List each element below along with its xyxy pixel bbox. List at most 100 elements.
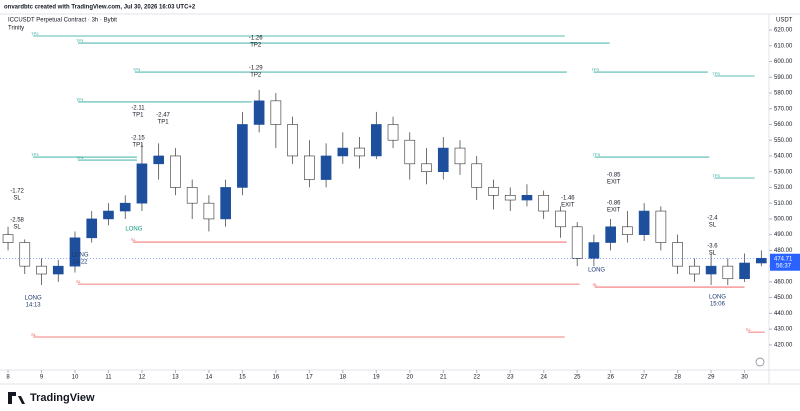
annotation: TP1	[132, 143, 144, 149]
y-tick-label: 440.00	[774, 311, 793, 317]
y-tick-label: 540.00	[774, 154, 793, 160]
chart-subtitle: Trinity	[8, 26, 24, 32]
x-tick-label: 17	[306, 375, 313, 381]
annotation: -3.6	[707, 244, 718, 250]
candle-body	[437, 147, 449, 172]
annotation: -1.46	[561, 196, 575, 202]
annotation: LONG	[25, 296, 42, 302]
y-tick-label: 560.00	[774, 122, 793, 128]
candle-body	[538, 195, 550, 212]
annotation: LONG	[72, 253, 89, 259]
brand: TradingView	[30, 392, 95, 404]
candle-body	[722, 265, 734, 280]
annotation: LONG	[588, 268, 605, 274]
annotation: -2.4	[707, 216, 718, 222]
annotation: TP1	[158, 120, 170, 126]
x-tick-label: 10	[72, 375, 79, 381]
candle-body	[153, 155, 165, 165]
y-tick-label: 570.00	[774, 106, 793, 112]
candle-body	[304, 155, 315, 180]
candle-body	[622, 226, 633, 235]
y-tick-label: 610.00	[774, 43, 793, 49]
y-tick-label: 490.00	[774, 232, 793, 238]
y-tick-label: 530.00	[774, 169, 793, 175]
credit: onvardbtc created with TradingView.com, …	[4, 5, 196, 11]
annotation: SL	[13, 225, 21, 231]
candle-body	[170, 155, 181, 188]
x-tick-label: 9	[40, 375, 44, 381]
y-tick-label: 580.00	[774, 91, 793, 97]
candle-body	[136, 163, 148, 204]
x-tick-label: 11	[105, 375, 112, 381]
y-tick-label: 430.00	[774, 327, 793, 333]
candle-body	[337, 147, 349, 157]
candle-body	[739, 262, 750, 280]
candle-body	[555, 210, 566, 228]
level-label: TP3	[133, 67, 141, 72]
annotation: -0.85	[607, 173, 621, 179]
candle-body	[471, 163, 483, 188]
x-tick-label: 26	[607, 375, 614, 381]
annotation: LONG	[125, 227, 142, 233]
y-tick-label: 480.00	[774, 248, 793, 254]
x-tick-label: 18	[339, 375, 346, 381]
candle-body	[521, 195, 533, 201]
candle-body	[237, 124, 248, 188]
level-label: SL	[76, 279, 82, 284]
countdown: 56:37	[776, 263, 792, 269]
candle-body	[504, 195, 516, 201]
level-label: TP3	[76, 155, 84, 160]
candle-body	[69, 237, 81, 267]
x-tick-label: 20	[406, 375, 413, 381]
x-tick-label: 12	[139, 375, 146, 381]
annotation: SL	[709, 251, 717, 257]
candle-body	[638, 210, 650, 235]
y-tick-label: 460.00	[774, 279, 793, 285]
candle-body	[270, 100, 282, 125]
plot-area: 420.00430.00440.00450.00460.00470.00480.…	[0, 28, 800, 381]
candle-body	[454, 147, 466, 165]
level-label: TP3	[712, 173, 720, 178]
x-tick-label: 14	[206, 375, 213, 381]
candle-body	[655, 210, 667, 243]
level-label: TP2	[31, 31, 39, 36]
y-tick-label: 600.00	[774, 59, 793, 65]
annotation: -2.58	[10, 218, 24, 224]
annotation: -0.86	[607, 201, 621, 207]
annotation: 14:13	[26, 303, 42, 309]
candle-body	[2, 234, 14, 243]
candle-body	[52, 265, 64, 275]
annotation: -1.26	[249, 36, 263, 42]
annotation: -2.47	[156, 113, 170, 119]
candle-body	[320, 155, 332, 180]
level-label: TP3	[712, 71, 720, 76]
candle-body	[119, 202, 131, 212]
candle-body	[203, 202, 215, 220]
x-tick-label: 16	[273, 375, 280, 381]
y-tick-label: 450.00	[774, 295, 793, 301]
y-tick-label: 500.00	[774, 216, 793, 222]
level-label: TP3	[592, 67, 600, 72]
annotation: SL	[13, 196, 21, 202]
last-price-label: 474.71	[774, 256, 793, 262]
x-tick-label: 30	[741, 375, 748, 381]
annotation: EXIT	[561, 203, 575, 209]
x-tick-label: 8	[6, 375, 10, 381]
level-label: SL	[593, 282, 599, 287]
candle-body	[287, 124, 298, 157]
level-label: SL	[31, 332, 37, 337]
x-tick-label: 15	[239, 375, 246, 381]
level-label: TP3	[76, 38, 84, 43]
annotation: 15:06	[710, 302, 726, 308]
annotation: -2.11	[131, 106, 145, 112]
candle-body	[186, 187, 198, 204]
candle-body	[421, 163, 432, 172]
y-axis-label: USDT	[776, 18, 793, 24]
annotation: TP1	[132, 113, 144, 119]
annotation: 14:22	[73, 260, 89, 266]
candle-body	[370, 124, 382, 157]
candle-body	[387, 124, 399, 141]
settings-icon[interactable]	[755, 357, 765, 367]
chart-title: ICCUSDT Perpetual Contract · 3h · Bybit	[8, 18, 117, 24]
